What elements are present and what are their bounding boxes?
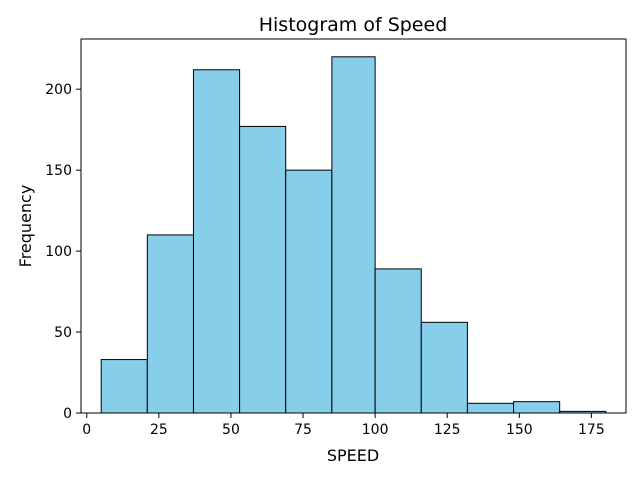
- y-tick-label: 50: [54, 325, 72, 341]
- histogram-bar-2: [146, 234, 194, 414]
- histogram-bar-5: [285, 169, 333, 414]
- plot-frame: [80, 38, 627, 414]
- y-tick-label: 0: [63, 406, 72, 422]
- x-tick-label: 125: [434, 422, 461, 438]
- x-tick-label: 75: [294, 422, 312, 438]
- histogram-bar-9: [466, 402, 515, 414]
- y-axis-label: Frequency: [16, 185, 35, 268]
- histogram-bar-8: [420, 321, 468, 414]
- y-tick-label: 200: [45, 82, 72, 98]
- y-tick-label: 150: [45, 163, 72, 179]
- y-tick-label: 100: [45, 244, 72, 260]
- histogram-bar-1: [100, 359, 148, 414]
- x-tick-label: 175: [578, 422, 605, 438]
- x-tick-label: 150: [506, 422, 533, 438]
- histogram-bar-10: [513, 401, 561, 414]
- y-ticks-group: 0 50 100 150 200: [45, 82, 81, 422]
- x-ticks-group: 0 25 50 75 100 125 150 175: [82, 413, 605, 438]
- bars-group: [100, 56, 607, 414]
- chart-title: Histogram of Speed: [259, 14, 448, 36]
- x-tick-label: 50: [222, 422, 240, 438]
- x-tick-label: 100: [362, 422, 389, 438]
- histogram-bar-4: [239, 125, 287, 414]
- histogram-bar-7: [374, 268, 422, 414]
- x-axis-label: SPEED: [327, 446, 379, 465]
- x-tick-label: 25: [150, 422, 168, 438]
- x-tick-label: 0: [82, 422, 91, 438]
- histogram-bar-3: [192, 69, 241, 414]
- histogram-bar-6: [331, 56, 376, 414]
